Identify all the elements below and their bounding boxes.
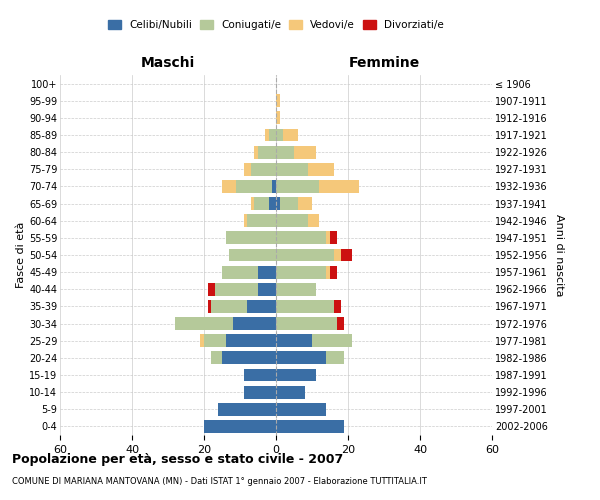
Bar [276,112,280,124]
Bar [204,334,226,347]
Bar [244,386,276,398]
Bar [244,214,247,227]
Bar [334,300,341,313]
Bar [326,352,344,364]
Bar [337,317,344,330]
Bar [247,214,276,227]
Bar [326,266,330,278]
Bar [312,334,352,347]
Text: Femmine: Femmine [349,56,419,70]
Bar [208,300,211,313]
Bar [326,232,330,244]
Bar [258,146,276,158]
Bar [272,180,276,193]
Bar [276,368,316,382]
Bar [319,180,359,193]
Bar [200,334,204,347]
Text: COMUNE DI MARIANA MANTOVANA (MN) - Dati ISTAT 1° gennaio 2007 - Elaborazione TUT: COMUNE DI MARIANA MANTOVANA (MN) - Dati … [12,478,427,486]
Bar [211,300,247,313]
Bar [276,283,316,296]
Bar [276,214,308,227]
Bar [251,163,276,175]
Bar [330,266,337,278]
Bar [222,180,236,193]
Bar [175,317,233,330]
Bar [269,197,276,210]
Bar [276,128,283,141]
Bar [308,214,319,227]
Y-axis label: Fasce di età: Fasce di età [16,222,26,288]
Bar [265,128,269,141]
Bar [276,334,312,347]
Bar [251,197,254,210]
Bar [276,94,280,107]
Bar [244,368,276,382]
Bar [276,352,326,364]
Bar [276,300,334,313]
Bar [308,163,334,175]
Bar [276,266,326,278]
Bar [276,197,280,210]
Bar [276,420,344,433]
Bar [226,232,276,244]
Bar [226,334,276,347]
Bar [276,317,337,330]
Bar [276,163,308,175]
Bar [211,352,222,364]
Bar [254,197,269,210]
Bar [276,146,294,158]
Bar [254,146,258,158]
Bar [298,197,312,210]
Bar [276,180,319,193]
Bar [330,232,337,244]
Bar [204,420,276,433]
Y-axis label: Anni di nascita: Anni di nascita [554,214,565,296]
Bar [276,232,326,244]
Bar [208,283,215,296]
Bar [218,403,276,415]
Bar [233,317,276,330]
Bar [276,403,326,415]
Bar [334,248,341,262]
Bar [258,283,276,296]
Legend: Celibi/Nubili, Coniugati/e, Vedovi/e, Divorziati/e: Celibi/Nubili, Coniugati/e, Vedovi/e, Di… [104,16,448,34]
Bar [341,248,352,262]
Bar [276,386,305,398]
Bar [222,352,276,364]
Text: Maschi: Maschi [141,56,195,70]
Bar [258,266,276,278]
Bar [215,283,258,296]
Bar [247,300,276,313]
Text: Popolazione per età, sesso e stato civile - 2007: Popolazione per età, sesso e stato civil… [12,452,343,466]
Bar [280,197,298,210]
Bar [276,248,334,262]
Bar [283,128,298,141]
Bar [269,128,276,141]
Bar [229,248,276,262]
Bar [222,266,258,278]
Bar [236,180,272,193]
Bar [244,163,251,175]
Bar [294,146,316,158]
